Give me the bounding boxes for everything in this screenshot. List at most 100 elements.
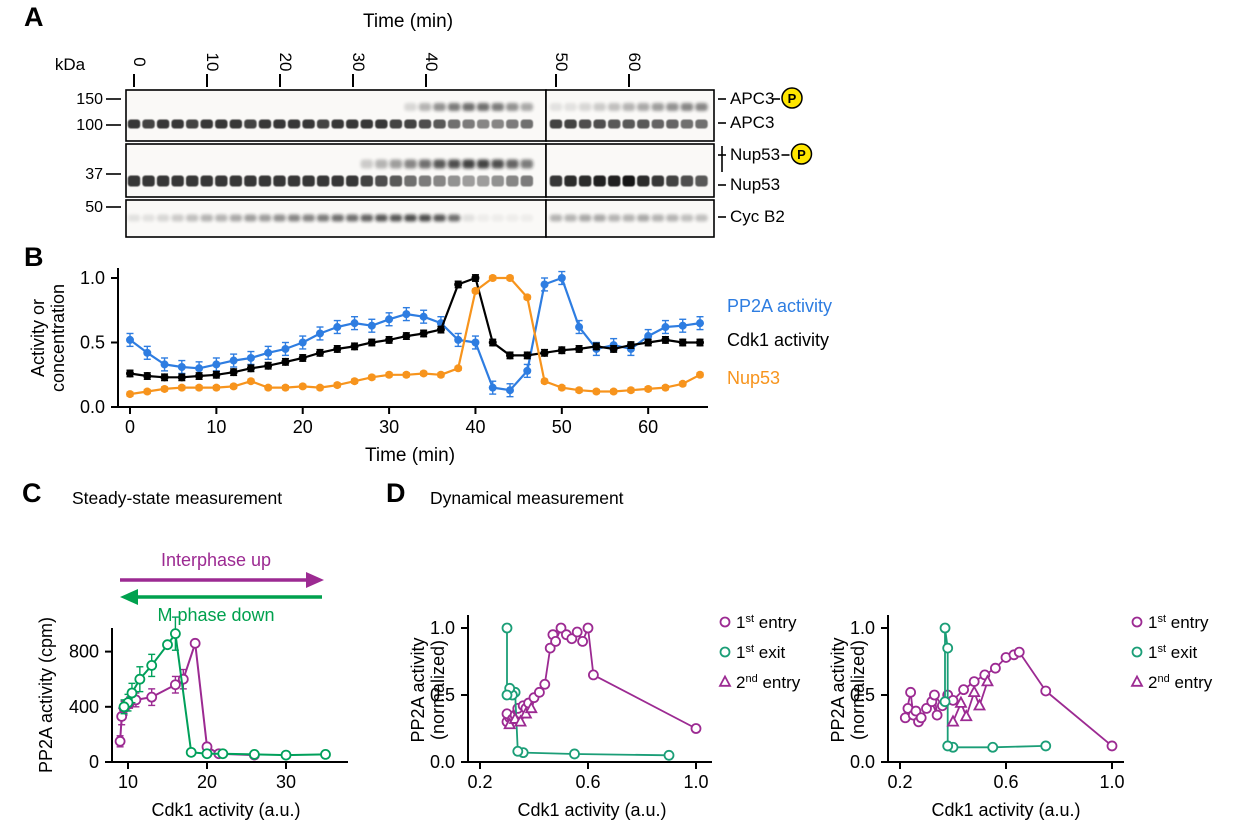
data-point bbox=[523, 351, 532, 360]
annotation-interphase-up: Interphase up bbox=[161, 550, 271, 570]
data-point bbox=[436, 370, 445, 379]
data-point bbox=[571, 626, 583, 638]
data-point bbox=[488, 338, 497, 347]
data-point bbox=[162, 639, 173, 651]
blot-band bbox=[433, 119, 446, 129]
kda-mark: 50 bbox=[85, 199, 103, 216]
data-point bbox=[195, 364, 204, 373]
blot-band bbox=[622, 119, 635, 129]
kda-mark: 150 bbox=[76, 91, 103, 108]
blot-band bbox=[375, 214, 388, 222]
blot-band bbox=[229, 175, 243, 187]
data-point bbox=[946, 714, 960, 727]
blot-band bbox=[244, 175, 257, 187]
data-point bbox=[333, 323, 342, 332]
data-point bbox=[592, 387, 601, 396]
blot-band bbox=[186, 119, 199, 129]
blot-band bbox=[273, 214, 286, 222]
data-point bbox=[333, 381, 342, 390]
band-label: Cyc B2 bbox=[730, 207, 785, 226]
data-point bbox=[980, 674, 994, 687]
data-point bbox=[1131, 616, 1143, 628]
blot-band bbox=[287, 214, 301, 222]
data-point bbox=[512, 745, 524, 757]
blot-band bbox=[331, 214, 344, 222]
data-point bbox=[316, 329, 324, 338]
data-point bbox=[217, 748, 229, 760]
blot-band bbox=[244, 119, 257, 129]
blot-band bbox=[200, 214, 213, 222]
x-tick-label: 1.0 bbox=[683, 772, 708, 792]
data-point bbox=[126, 390, 134, 399]
x-tick-label: 0.6 bbox=[993, 772, 1018, 792]
legend-label: Cdk1 activity bbox=[727, 330, 829, 350]
blot-band bbox=[477, 175, 490, 187]
blot-band bbox=[156, 119, 170, 129]
blot-band bbox=[506, 159, 519, 169]
y-axis-label: PP2A activity (cpm) bbox=[36, 617, 56, 773]
blot-band bbox=[462, 175, 475, 187]
data-point bbox=[169, 628, 181, 640]
legend-label: Nup53 bbox=[727, 368, 780, 388]
data-point bbox=[719, 616, 731, 628]
blot-band bbox=[506, 214, 519, 222]
blot-band bbox=[578, 175, 592, 187]
data-point bbox=[160, 373, 169, 382]
y-tick-label: 0 bbox=[89, 752, 99, 772]
data-point bbox=[905, 686, 916, 698]
blot-band bbox=[564, 175, 577, 187]
data-point bbox=[385, 315, 394, 324]
legend-label: 1st exit bbox=[1148, 643, 1197, 662]
blot-band bbox=[477, 103, 490, 111]
blot-band bbox=[404, 103, 417, 111]
data-point bbox=[506, 274, 514, 282]
blot-band bbox=[491, 103, 504, 111]
data-point bbox=[126, 369, 134, 378]
blot-band bbox=[622, 103, 635, 111]
data-point bbox=[212, 383, 221, 392]
blot-band bbox=[680, 103, 694, 111]
blot-band bbox=[404, 214, 417, 222]
data-point bbox=[264, 383, 273, 392]
blot-band bbox=[593, 214, 606, 222]
data-point bbox=[524, 700, 538, 714]
phospho-circle bbox=[790, 143, 813, 165]
data-point bbox=[661, 383, 670, 392]
blot-band bbox=[346, 214, 359, 222]
blot-band bbox=[171, 175, 184, 187]
blot-band bbox=[680, 175, 694, 187]
y-tick-label: 800 bbox=[69, 642, 99, 662]
data-point bbox=[1040, 740, 1052, 752]
time-tick-label: 60 bbox=[625, 53, 644, 72]
data-point bbox=[663, 749, 675, 761]
data-point bbox=[506, 386, 514, 395]
blot-band bbox=[331, 175, 344, 187]
data-point bbox=[281, 344, 290, 353]
blot-band bbox=[418, 175, 432, 187]
y-axis-label: PP2A activity bbox=[408, 637, 428, 742]
series-line bbox=[506, 627, 697, 730]
x-tick-label: 0.2 bbox=[887, 772, 912, 792]
time-tick-label: 10 bbox=[203, 53, 222, 72]
data-point bbox=[942, 740, 954, 752]
data-point bbox=[185, 746, 197, 758]
data-point bbox=[1040, 685, 1052, 697]
data-point bbox=[114, 735, 126, 747]
blot-band bbox=[506, 119, 519, 129]
data-point bbox=[609, 387, 618, 396]
blot-band bbox=[651, 214, 665, 222]
blot-band bbox=[608, 175, 621, 187]
band-label: APC3 bbox=[730, 113, 774, 132]
data-point bbox=[626, 341, 635, 350]
time-tick-label: 20 bbox=[276, 53, 295, 72]
data-point bbox=[471, 274, 480, 282]
data-point bbox=[968, 676, 980, 687]
blot-band bbox=[622, 175, 635, 187]
blot-band bbox=[433, 175, 446, 187]
time-tick-label: 30 bbox=[349, 53, 368, 72]
data-point bbox=[146, 691, 158, 703]
data-point bbox=[592, 342, 601, 351]
time-tick-label: 0 bbox=[130, 57, 149, 66]
blot-band bbox=[564, 103, 577, 111]
data-point bbox=[298, 382, 307, 391]
